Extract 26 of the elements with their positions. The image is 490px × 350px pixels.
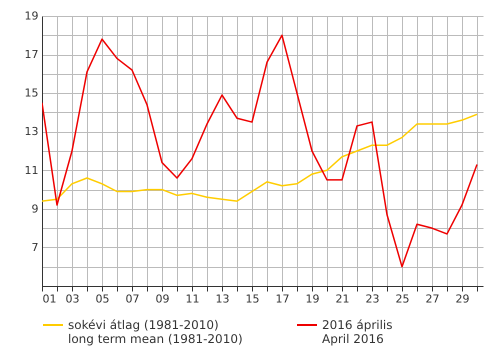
x-tick-label: 01: [42, 292, 56, 306]
x-tick-label: 21: [336, 292, 350, 306]
x-tick-label: 25: [396, 292, 410, 306]
line-series: [42, 34, 478, 268]
y-tick-label: 11: [24, 164, 38, 177]
x-tick-label: 29: [456, 292, 470, 306]
y-tick-label: 7: [32, 240, 38, 254]
y-tick-label: 15: [24, 86, 38, 100]
x-tick-label: 07: [126, 292, 140, 306]
line-series: [42, 114, 478, 202]
x-tick-label: 09: [156, 292, 170, 306]
y-tick-label: 9: [32, 202, 38, 216]
x-tick-label: 27: [426, 292, 440, 306]
x-tick-label: 13: [216, 292, 230, 306]
y-tick-label: 13: [24, 125, 38, 138]
x-tick-label: 15: [246, 292, 260, 306]
legend-label: 2016 április April 2016: [322, 318, 393, 346]
x-tick-label: 23: [366, 292, 380, 306]
legend-label: sokévi átlag (1981-2010) long term mean (1981-2010): [68, 318, 243, 346]
x-tick-label: 17: [276, 292, 290, 306]
x-tick-label: 11: [186, 292, 200, 306]
y-tick-label: 17: [24, 48, 38, 62]
x-tick-label: 05: [96, 292, 110, 306]
x-tick-label: 03: [66, 292, 80, 306]
x-tick-label: 19: [306, 292, 320, 306]
y-tick-label: 19: [24, 10, 38, 22]
